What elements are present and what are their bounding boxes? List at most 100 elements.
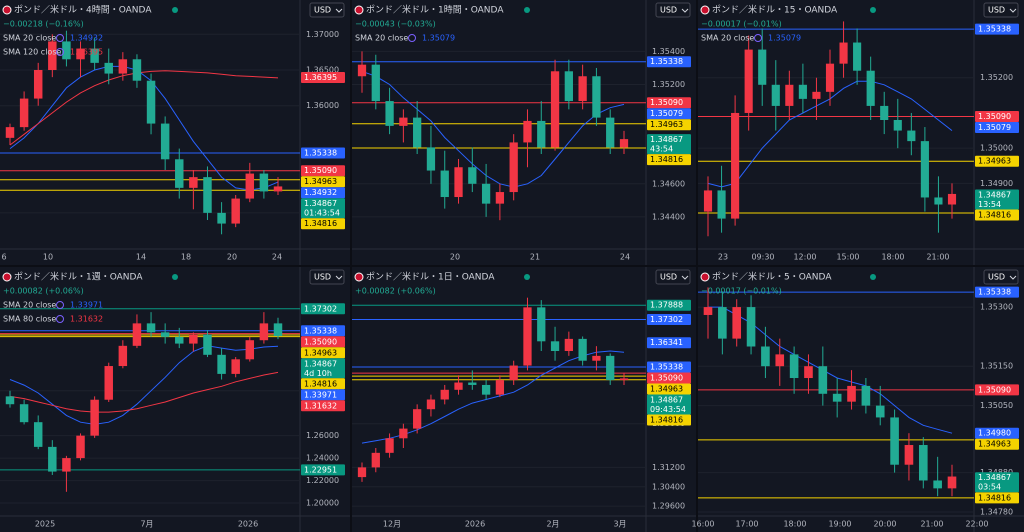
price-label-text: 1.34816 (304, 379, 337, 388)
price-label-text: 1.35338 (978, 25, 1011, 34)
candle-body (189, 177, 198, 188)
x-tick-label: 2025 (35, 520, 55, 529)
y-tick-label: 1.34400 (652, 212, 685, 221)
x-tick-label: 16:00 (691, 520, 714, 529)
price-label (975, 472, 1019, 493)
indicator-name: SMA 20 close (701, 34, 754, 43)
price-label (975, 23, 1019, 35)
indicator-icon (56, 48, 64, 56)
candle-body (592, 355, 601, 361)
currency-button[interactable] (309, 269, 345, 285)
currency-label: USD (660, 273, 677, 282)
candle-body (33, 422, 43, 447)
candle-body (385, 101, 394, 126)
x-tick-label: 2月 (546, 520, 559, 529)
chart-panel: 1.370001.365001.360001.34500610141820241… (0, 0, 350, 265)
price-label (975, 209, 1019, 221)
price-label (647, 299, 691, 311)
y-tick-label: 1.35200 (980, 73, 1013, 82)
price-label-text: 1.34932 (304, 188, 337, 197)
candle-body (371, 64, 380, 102)
x-tick-label: 24 (272, 253, 282, 262)
y-tick-label: 1.34900 (980, 179, 1013, 188)
indicator-line (9, 371, 279, 413)
candle-body (839, 42, 848, 64)
x-tick-label: 22:00 (965, 520, 988, 529)
currency-button[interactable] (309, 2, 345, 18)
candle-body (118, 345, 128, 367)
candle-body (918, 445, 928, 481)
chart-panel: 1.330001.312001.304001.2960012月20262月3月1… (352, 267, 696, 532)
candle-body (468, 167, 477, 184)
y-tick-label: 1.34780 (980, 508, 1013, 517)
candle-body (947, 193, 957, 205)
y-tick-label: 1.37000 (306, 30, 339, 39)
panel-background (352, 267, 696, 532)
candle-body (606, 117, 615, 148)
candle-body (413, 117, 422, 148)
chart-panel: 1.353001.351501.350501.348801.3478016:00… (691, 267, 1024, 532)
y-tick-label: 1.35150 (980, 362, 1013, 371)
candle-body (578, 338, 587, 361)
candle-body (812, 91, 821, 99)
price-label-text: 1.37888 (650, 301, 683, 310)
candle-body (934, 197, 943, 205)
price-label (647, 383, 691, 395)
currency-button[interactable] (983, 269, 1019, 285)
candle-body (33, 70, 43, 99)
price-label (975, 110, 1019, 122)
candle-body (468, 382, 477, 385)
price-label-text: 1.22951 (304, 465, 337, 474)
x-tick-label: 20:00 (873, 520, 896, 529)
candle-body (440, 170, 449, 198)
candle-body (132, 59, 142, 81)
price-label (975, 189, 1019, 210)
candle-body (454, 167, 463, 198)
price-label-text: 1.35090 (978, 112, 1011, 121)
price-label-text: 1.34816 (978, 493, 1011, 502)
currency-caret (1009, 275, 1017, 280)
candle-body (893, 120, 902, 131)
price-label-text: 1.34816 (650, 416, 683, 425)
indicator-name: SMA 120 close (3, 48, 61, 57)
candle-body (798, 84, 807, 99)
symbol-flag (2, 272, 12, 282)
currency-button[interactable] (655, 2, 691, 18)
candle-body (550, 341, 560, 352)
price-label (647, 394, 691, 415)
candle-body (825, 63, 835, 92)
symbol-flag (700, 5, 710, 15)
indicator-name: SMA 20 close (3, 301, 56, 310)
candle-body (231, 359, 240, 374)
chart-title: ポンド／米ドル・1日・OANDA (366, 271, 495, 283)
y-tick-label: 1.35300 (980, 303, 1013, 312)
candle-body (357, 64, 367, 77)
price-label-text: 1.34980 (978, 429, 1011, 438)
price-label-text: 1.35338 (650, 57, 683, 66)
candle-body (426, 399, 436, 410)
candle-body (804, 366, 813, 379)
y-tick-label: 1.29600 (652, 502, 685, 511)
candle-body (523, 120, 532, 143)
currency-label: USD (988, 6, 1005, 15)
price-label (301, 389, 345, 401)
candle-body (785, 84, 794, 106)
price-label-text: 1.36341 (650, 338, 683, 347)
currency-button[interactable] (983, 2, 1019, 18)
candle-body (454, 382, 463, 390)
price-label-text: 1.35338 (650, 363, 683, 372)
price-label-text: 1.35338 (304, 326, 337, 335)
x-tick-label: 2026 (238, 520, 258, 529)
price-label (301, 358, 345, 379)
price-label (301, 464, 345, 476)
candle-body (789, 354, 799, 379)
price-change: +0.00082 (+0.06%) (3, 287, 84, 296)
price-label-text: 1.34963 (304, 348, 337, 357)
currency-button[interactable] (655, 269, 691, 285)
indicator-name: SMA 80 close (3, 315, 56, 324)
candle-body (619, 378, 629, 381)
price-label (647, 56, 691, 68)
candle-body (231, 198, 240, 224)
y-tick-label: 1.35200 (652, 80, 685, 89)
candle-body (731, 112, 740, 219)
